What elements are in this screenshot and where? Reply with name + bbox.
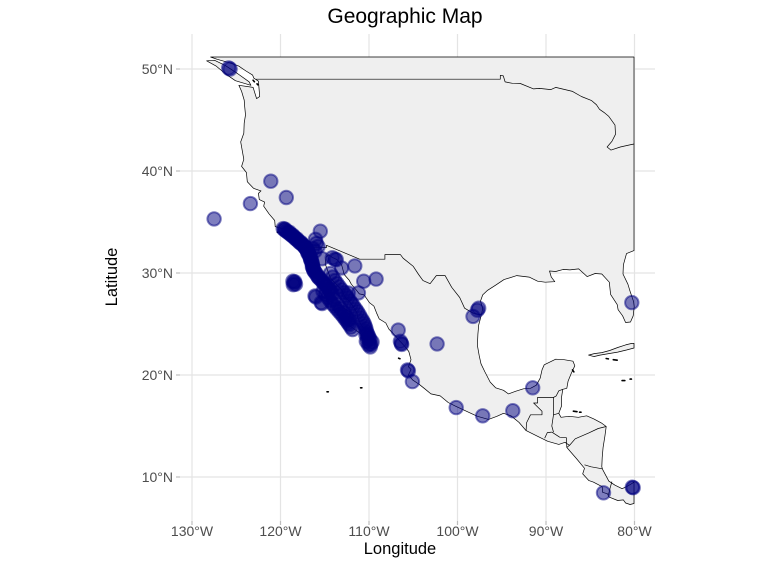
country-border	[551, 431, 568, 448]
data-point	[624, 479, 640, 495]
plot-title: Geographic Map	[327, 5, 482, 28]
data-point	[429, 336, 445, 352]
country-border	[584, 464, 603, 470]
data-point	[404, 373, 421, 390]
y-axis-title: Latitude	[103, 248, 121, 307]
y-tick-label: 20°N	[142, 367, 173, 383]
data-point	[624, 294, 640, 311]
y-tick-label: 30°N	[142, 265, 173, 281]
data-point	[206, 211, 222, 227]
country-border	[305, 244, 482, 316]
x-tick-label: 80°W	[617, 523, 652, 539]
data-point	[278, 189, 294, 206]
x-tick-label: 120°W	[259, 523, 302, 539]
country-border	[525, 397, 554, 431]
islet-mark	[397, 357, 401, 360]
data-point	[505, 403, 521, 419]
y-tick-label: 40°N	[142, 163, 173, 179]
data-points	[206, 60, 641, 501]
y-tick-label: 10°N	[142, 469, 173, 485]
x-tick-label: 100°W	[436, 523, 479, 539]
x-tick-label: 90°W	[529, 523, 564, 539]
x-axis-title: Longitude	[364, 540, 437, 558]
data-point	[525, 380, 541, 396]
axis-ticks	[176, 68, 636, 525]
x-tick-label: 110°W	[348, 523, 390, 539]
data-point	[362, 339, 378, 355]
islet-mark	[252, 79, 256, 83]
axis-tick-labels: 130°W 120°W 110°W 100°W 90°W 80°W 50°N 40°N 30°N…	[142, 61, 653, 539]
data-point	[222, 61, 238, 77]
cuba-outline	[588, 343, 635, 357]
data-point	[350, 285, 367, 301]
data-point	[263, 173, 279, 189]
data-point	[595, 485, 612, 501]
country-border	[544, 431, 552, 439]
data-point	[465, 308, 481, 325]
country-border	[256, 74, 635, 151]
data-point	[368, 271, 384, 287]
islet-mark	[572, 410, 578, 413]
country-border	[551, 414, 554, 433]
landmass-outline	[210, 56, 635, 505]
islet-mark	[256, 83, 259, 86]
y-tick-label: 50°N	[142, 61, 173, 77]
data-point	[394, 336, 410, 353]
country-border	[553, 388, 563, 398]
data-point	[448, 399, 464, 416]
basemap	[206, 56, 635, 505]
data-point	[347, 258, 363, 274]
data-point	[242, 195, 259, 212]
islet-mark	[612, 358, 619, 362]
islet-mark	[571, 369, 575, 373]
data-point	[287, 274, 303, 290]
country-border	[569, 426, 607, 446]
x-tick-label: 130°W	[171, 523, 214, 539]
data-point	[475, 408, 491, 424]
